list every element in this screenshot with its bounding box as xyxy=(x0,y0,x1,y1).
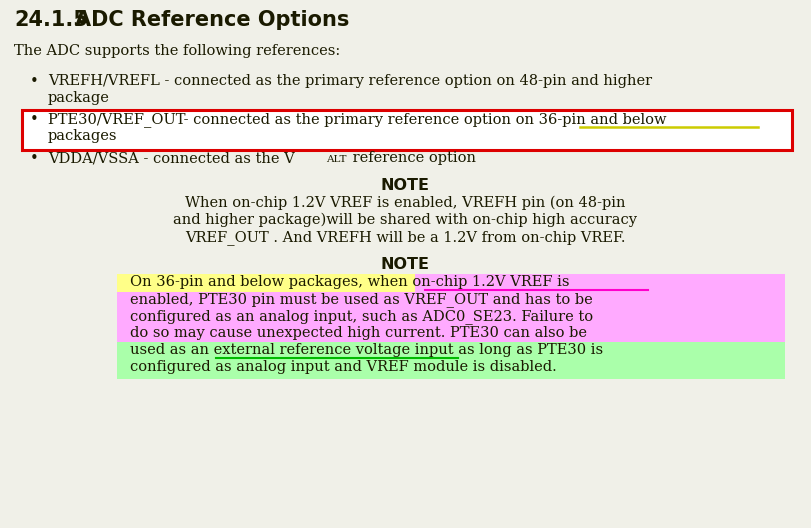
Bar xyxy=(117,274,785,344)
Bar xyxy=(22,110,792,150)
Text: NOTE: NOTE xyxy=(380,178,430,193)
Text: •: • xyxy=(30,74,39,89)
Text: ADC Reference Options: ADC Reference Options xyxy=(75,10,350,30)
Bar xyxy=(117,342,785,379)
Text: reference option: reference option xyxy=(348,151,476,165)
Text: •: • xyxy=(30,151,39,166)
Text: configured as analog input and VREF module is disabled.: configured as analog input and VREF modu… xyxy=(130,360,556,374)
Bar xyxy=(117,274,415,292)
Text: VREF_OUT . And VREFH will be a 1.2V from on-chip VREF.: VREF_OUT . And VREFH will be a 1.2V from… xyxy=(185,230,625,245)
Text: used as an external reference voltage input as long as PTE30 is: used as an external reference voltage in… xyxy=(130,343,603,357)
Text: The ADC supports the following references:: The ADC supports the following reference… xyxy=(14,44,341,58)
Text: When on-chip 1.2V VREF is enabled, VREFH pin (on 48-pin: When on-chip 1.2V VREF is enabled, VREFH… xyxy=(185,196,625,210)
Text: configured as an analog input, such as ADC0_SE23. Failure to: configured as an analog input, such as A… xyxy=(130,309,593,324)
Text: 24.1.5: 24.1.5 xyxy=(14,10,88,30)
Text: and higher package)will be shared with on-chip high accuracy: and higher package)will be shared with o… xyxy=(173,213,637,228)
Text: PTE30/VREF_OUT- connected as the primary reference option on 36-pin and below: PTE30/VREF_OUT- connected as the primary… xyxy=(48,112,667,127)
Text: •: • xyxy=(30,112,39,127)
Text: VREFH/VREFL - connected as the primary reference option on 48-pin and higher: VREFH/VREFL - connected as the primary r… xyxy=(48,74,652,88)
Text: package: package xyxy=(48,91,109,105)
Text: NOTE: NOTE xyxy=(380,257,430,272)
Text: On 36-pin and below packages, when on-chip 1.2V VREF is: On 36-pin and below packages, when on-ch… xyxy=(130,275,569,289)
Text: do so may cause unexpected high current. PTE30 can also be: do so may cause unexpected high current.… xyxy=(130,326,587,340)
Text: packages: packages xyxy=(48,129,118,143)
Text: ALT: ALT xyxy=(326,155,346,164)
Text: enabled, PTE30 pin must be used as VREF_OUT and has to be: enabled, PTE30 pin must be used as VREF_… xyxy=(130,292,593,307)
Text: VDDA/VSSA - connected as the V: VDDA/VSSA - connected as the V xyxy=(48,151,294,165)
